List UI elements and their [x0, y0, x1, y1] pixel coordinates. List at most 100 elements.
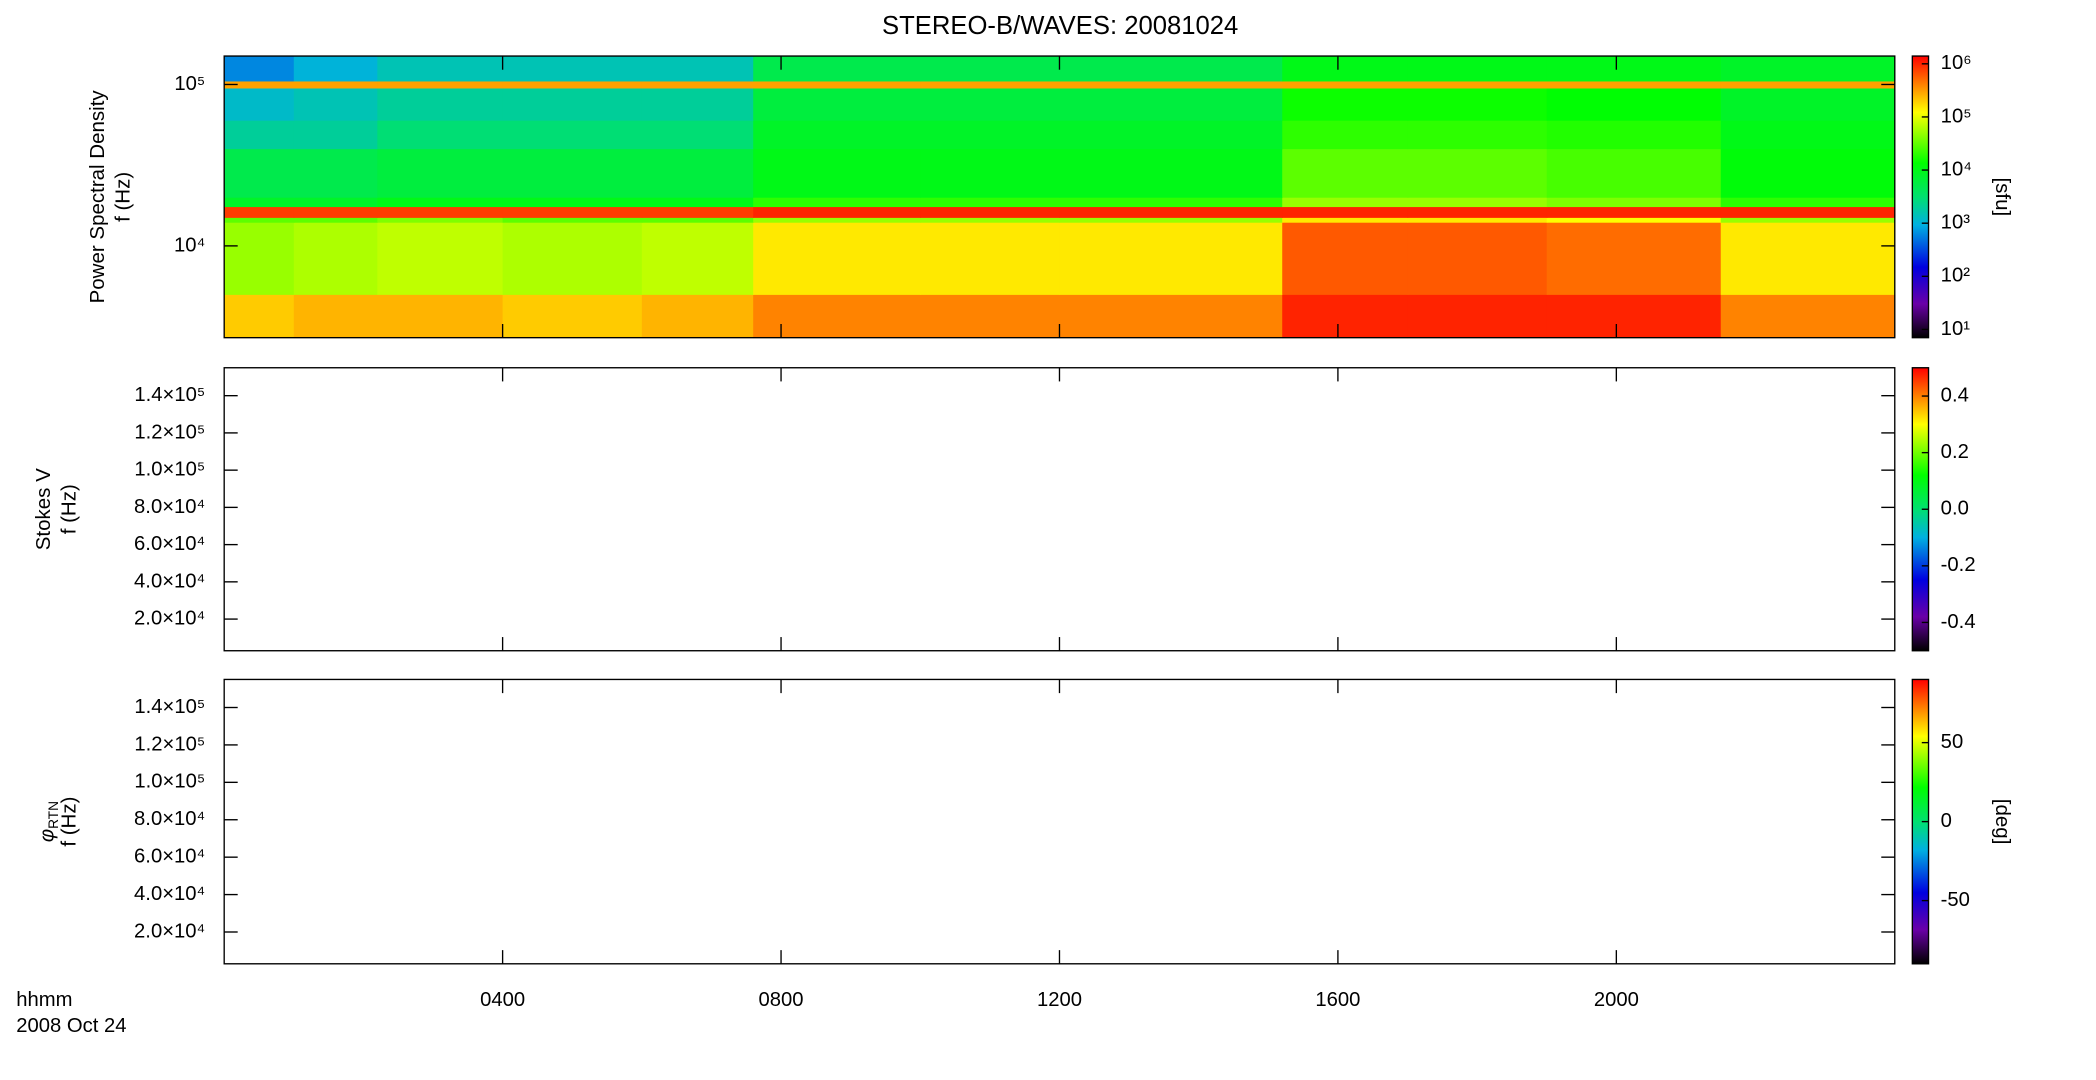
heatmap-cell	[293, 222, 378, 295]
heatmap-cell	[502, 148, 643, 198]
heatmap-cell	[920, 120, 1061, 150]
heatmap-cell	[641, 81, 754, 89]
heatmap-cell	[1720, 217, 1896, 223]
heatmap-cell	[1546, 148, 1722, 198]
heatmap-cell	[224, 120, 295, 150]
heatmap-cell	[1059, 294, 1283, 339]
colorbar-tick-label: 0.4	[1941, 384, 1969, 406]
x-tick-label: 1200	[1037, 989, 1082, 1011]
heatmap-cell	[1720, 294, 1896, 339]
y-tick-label: 10⁴	[174, 234, 205, 256]
heatmap-cell	[1720, 148, 1896, 198]
heatmap-cell	[641, 197, 754, 208]
heatmap-cell	[502, 217, 643, 223]
heatmap-cell	[753, 148, 921, 198]
heatmap-cell	[224, 206, 295, 218]
x-axis-label: hhmm	[16, 989, 72, 1011]
heatmap-cell	[1720, 120, 1896, 150]
y-axis-symbol: φ	[37, 829, 59, 842]
heatmap-cell	[293, 81, 378, 89]
heatmap-cell	[1282, 148, 1409, 198]
heatmap-cell	[920, 294, 1061, 339]
heatmap-cell	[502, 56, 643, 82]
heatmap-cell	[377, 148, 504, 198]
chart-title: STEREO-B/WAVES: 20081024	[882, 12, 1238, 40]
y-tick-label: 1.0×10⁵	[134, 771, 205, 793]
y-axis-unit-label: f (Hz)	[113, 172, 135, 222]
heatmap-cell	[293, 197, 378, 208]
y-tick-label: 2.0×10⁴	[134, 920, 205, 942]
heatmap-cell	[502, 206, 643, 218]
x-tick-label: 0400	[480, 989, 525, 1011]
heatmap-cell	[224, 148, 295, 198]
colorbar-tick-label: 10⁵	[1941, 105, 1972, 127]
y-tick-label: 4.0×10⁴	[134, 883, 205, 905]
heatmap-cell	[293, 294, 378, 339]
colorbar-tick-label: -0.2	[1941, 554, 1976, 576]
heatmap-cell	[641, 294, 754, 339]
heatmap-cell	[502, 197, 643, 208]
y-tick-label: 1.4×10⁵	[134, 696, 205, 718]
heatmap-cell	[293, 56, 378, 82]
heatmap-cell	[1720, 197, 1896, 208]
heatmap-cell	[224, 56, 295, 82]
x-tick-label: 1600	[1315, 989, 1360, 1011]
heatmap-cell	[753, 81, 921, 89]
heatmap-cell	[1282, 120, 1409, 150]
heatmap-cell	[1407, 222, 1548, 295]
colorbar-tick-label: 10⁶	[1941, 52, 1972, 74]
colorbar-tick-label: 0	[1941, 810, 1952, 832]
heatmap-cell	[377, 88, 504, 121]
y-axis-unit-label: f (Hz)	[59, 484, 81, 534]
heatmap-cell	[502, 81, 643, 89]
colorbar-tick-label: 50	[1941, 731, 1964, 753]
heatmap-cell	[1407, 148, 1548, 198]
heatmap-cell	[920, 56, 1061, 82]
heatmap-cell	[1546, 56, 1722, 82]
heatmap-cell	[753, 206, 921, 218]
y-tick-label: 2.0×10⁴	[134, 607, 205, 629]
heatmap-cell	[753, 222, 921, 295]
heatmap-cell	[641, 206, 754, 218]
y-tick-label: 6.0×10⁴	[134, 533, 205, 555]
heatmap-cell	[293, 148, 378, 198]
heatmap-cell	[641, 88, 754, 121]
heatmap-cell	[224, 88, 295, 121]
heatmap-cell	[1720, 206, 1896, 218]
y-tick-label: 4.0×10⁴	[134, 570, 205, 592]
y-tick-label: 8.0×10⁴	[134, 496, 205, 518]
heatmap-cell	[1059, 217, 1283, 223]
heatmap-cell	[293, 206, 378, 218]
heatmap-cell	[920, 222, 1061, 295]
heatmap-cell	[1059, 56, 1283, 82]
y-tick-label: 1.2×10⁵	[134, 733, 205, 755]
colorbar-label: [deg]	[1991, 799, 2013, 845]
heatmap-cell	[1059, 222, 1283, 295]
colorbar-tick-label: 0.0	[1941, 498, 1969, 520]
heatmap-cell	[1407, 81, 1548, 89]
heatmap-cell	[1407, 56, 1548, 82]
y-axis-label: Power Spectral Density	[87, 90, 109, 304]
heatmap-cell	[224, 217, 295, 223]
heatmap-cell	[502, 88, 643, 121]
heatmap-cell	[377, 197, 504, 208]
heatmap-cell	[753, 294, 921, 339]
heatmap-cell	[502, 222, 643, 295]
heatmap-cell	[641, 217, 754, 223]
colorbar	[1911, 55, 1930, 339]
x-axis-date: 2008 Oct 24	[16, 1015, 126, 1037]
heatmap-cell	[1407, 120, 1548, 150]
heatmap-cell	[224, 81, 295, 89]
colorbar-tick-label: 10³	[1941, 212, 1970, 234]
heatmap-cell	[502, 120, 643, 150]
colorbar-tick-label: -0.4	[1941, 611, 1976, 633]
heatmap-cell	[920, 81, 1061, 89]
heatmap-cell	[753, 217, 921, 223]
heatmap-cell	[293, 120, 378, 150]
heatmap-cell	[920, 197, 1061, 208]
heatmap-cell	[1546, 222, 1722, 295]
heatmap-cell	[1282, 81, 1409, 89]
colorbar-tick-label: 0.2	[1941, 441, 1969, 463]
heatmap-cell	[1720, 56, 1896, 82]
